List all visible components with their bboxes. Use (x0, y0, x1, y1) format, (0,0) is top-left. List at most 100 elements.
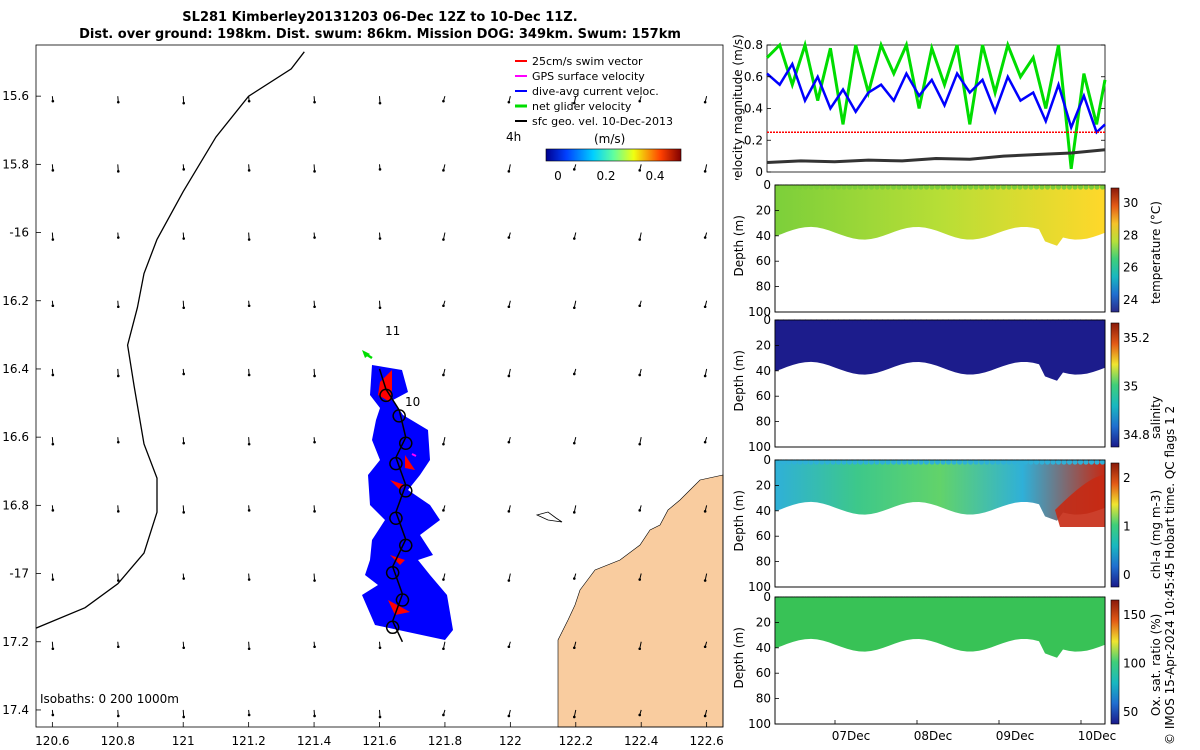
surface-dot (1011, 596, 1018, 602)
surface-dot (852, 459, 858, 465)
sfc-arrowhead (182, 372, 186, 376)
surface-dot (1077, 184, 1084, 190)
surface-dot (901, 184, 908, 190)
velocity-ytick-label: 0.4 (744, 102, 763, 116)
map-lon-ticks: 120.6 120.8 121 121.2 121.4 121.6 121.8 122 122.… (35, 722, 724, 748)
sfc-arrowhead (116, 305, 120, 309)
surface-dot (1006, 319, 1012, 325)
sfc-arrowhead (182, 511, 186, 514)
colorbar-tick-label: 28 (1123, 228, 1138, 242)
surface-dot (830, 184, 836, 190)
surface-dots (775, 459, 1106, 465)
surface-dot (973, 459, 979, 465)
surface-dot (1022, 459, 1029, 465)
sfc-arrowhead (116, 579, 120, 582)
colorbar-tick: 0.4 (645, 169, 664, 183)
surface-dot (885, 319, 891, 325)
surface-dot (852, 596, 858, 602)
surface-dot (951, 319, 957, 325)
sfc-arrowhead (442, 304, 445, 308)
chla-high-patch (1055, 475, 1105, 527)
sfc-arrowhead (51, 647, 55, 651)
surface-dot (934, 459, 941, 465)
surface-dot (879, 319, 886, 325)
sfc-arrowhead (507, 510, 511, 513)
surface-dot (1022, 184, 1029, 190)
surface-dot (1094, 596, 1100, 602)
surface-dot (1028, 596, 1034, 602)
sfc-arrowhead (51, 169, 55, 172)
surface-dot (786, 596, 792, 602)
sfc-arrowhead (572, 101, 576, 105)
sfc-arrowhead (116, 170, 120, 173)
surface-dot (984, 596, 990, 602)
sfc-arrowhead (703, 236, 707, 239)
surface-dot (956, 184, 963, 190)
sfc-arrowhead (507, 170, 511, 173)
sfc-arrowhead (638, 238, 642, 241)
surface-dot (797, 596, 803, 602)
sfc-arrowhead (442, 647, 445, 651)
surface-dot (841, 459, 847, 465)
sfc-arrowhead (313, 645, 316, 649)
surface-dot (835, 184, 842, 190)
surface-dot (929, 319, 935, 325)
surface-dot (819, 184, 825, 190)
map-ytick-label: 17.4 (2, 703, 29, 717)
surface-dot (819, 319, 825, 325)
depth-ytick-label: 20 (756, 203, 771, 217)
depth-ytick-label: 80 (756, 555, 771, 569)
surface-dot (1072, 184, 1078, 190)
surface-dot (852, 184, 858, 190)
sfc-arrowhead (116, 440, 120, 444)
land-mass (557, 474, 724, 728)
sfc-arrowhead (442, 578, 445, 581)
surface-dot (830, 596, 836, 602)
colorbar-tick-label: 2 (1123, 471, 1131, 485)
surface-dot (956, 319, 963, 325)
surface-dot (819, 459, 825, 465)
map-ytick-label: 16.8 (2, 498, 29, 512)
net-velocity-arrowhead (362, 350, 370, 358)
sfc-arrowhead (182, 168, 186, 171)
surface-dot (868, 459, 875, 465)
map-lat-ticks: 15.6 15.8 -16 16.2 16.4 16.6 16.8 -17 17.2 17.4 (2, 89, 41, 717)
surface-dot (775, 184, 781, 190)
surface-dot (797, 459, 803, 465)
depth-ytick-label: 20 (756, 338, 771, 352)
sfc-arrowhead (703, 714, 707, 718)
depth-ylabel: Depth (m) (732, 490, 746, 551)
surface-dot (907, 459, 913, 465)
colorbar (1110, 322, 1120, 448)
day-label-11: 11 (385, 324, 400, 338)
surface-dot (786, 319, 792, 325)
surface-dot (808, 319, 814, 325)
surface-dot (907, 596, 913, 602)
sfc-arrowhead (313, 579, 316, 582)
surface-dot (1050, 319, 1056, 325)
velocity-series (765, 39, 1107, 169)
surface-dot (912, 596, 919, 602)
surface-dot (791, 184, 798, 190)
surface-dot (1044, 184, 1051, 190)
date-tick-label: 08Dec (914, 729, 953, 743)
sfc-arrowhead (703, 645, 707, 649)
surface-dot (923, 596, 930, 602)
surface-dot (780, 319, 787, 325)
sfc-arrowhead (182, 306, 186, 310)
map-ytick-label: 16.6 (2, 430, 29, 444)
surface-dot (1072, 596, 1078, 602)
chart-title-line1: SL281 Kimberley20131203 06-Dec 12Z to 10… (182, 10, 578, 25)
surface-dot (896, 459, 902, 465)
surface-dot (802, 596, 809, 602)
surface-dot (885, 596, 891, 602)
surface-dot (989, 184, 996, 190)
depth-ytick-label: 0 (763, 455, 771, 467)
sfc-arrowhead (51, 304, 55, 308)
sfc-arrowhead (247, 304, 251, 308)
sfc-arrowhead (507, 305, 511, 309)
surface-dot (1033, 459, 1040, 465)
surface-dot (835, 596, 842, 602)
surface-dot (923, 184, 930, 190)
surface-dot (945, 459, 952, 465)
